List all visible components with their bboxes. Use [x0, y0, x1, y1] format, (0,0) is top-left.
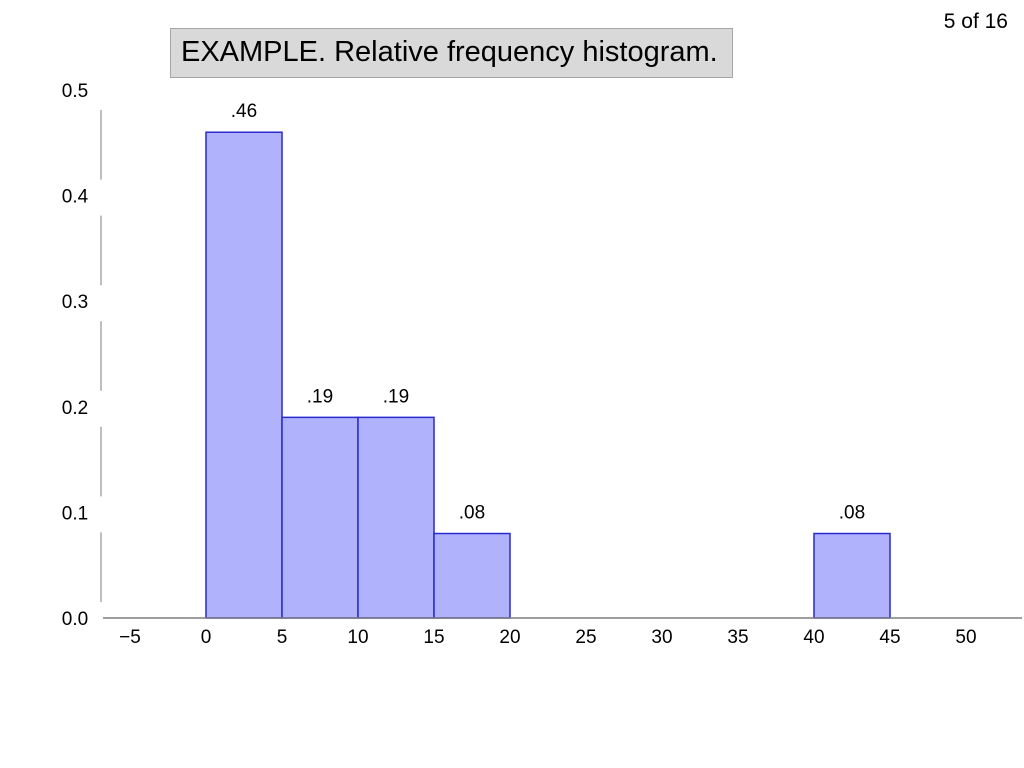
y-tick-label: 0.2 — [62, 398, 88, 419]
y-tick-label: 0.0 — [62, 609, 88, 630]
x-tick-label: 10 — [347, 627, 368, 648]
histogram-bar — [205, 131, 283, 619]
x-tick-label: 30 — [651, 627, 672, 648]
y-tick-label: 0.1 — [62, 503, 88, 524]
histogram-bar — [433, 532, 511, 619]
y-axis: 0.0 0.1 0.2 0.3 0.4 0.5 — [62, 81, 102, 630]
bar-value-label: .46 — [231, 101, 257, 122]
y-tick-label: 0.5 — [62, 81, 88, 102]
x-tick-label: 35 — [727, 627, 748, 648]
bar-value-label: .19 — [307, 386, 333, 407]
x-tick-label: 50 — [955, 627, 976, 648]
histogram-bar — [357, 416, 435, 619]
page-title: EXAMPLE. Relative frequency histogram. — [170, 28, 733, 78]
bars — [205, 131, 891, 619]
bar-value-label: .08 — [459, 503, 485, 524]
y-tick-label: 0.4 — [62, 187, 89, 208]
x-tick-label: 45 — [879, 627, 900, 648]
bar-value-label: .19 — [383, 386, 409, 407]
x-tick-label: 20 — [499, 627, 520, 648]
x-axis: −5 0 5 10 15 20 25 30 35 40 45 50 — [103, 617, 1022, 648]
bar-value-label: .08 — [839, 503, 865, 524]
x-tick-label: −5 — [119, 627, 141, 648]
y-tick-label: 0.3 — [62, 292, 88, 313]
x-tick-label: 40 — [803, 627, 824, 648]
slide-counter: 5 of 16 — [943, 10, 1008, 33]
histogram-bar — [813, 532, 891, 619]
histogram-bar — [281, 416, 359, 619]
x-tick-label: 0 — [201, 627, 212, 648]
x-tick-label: 25 — [575, 627, 596, 648]
value-labels: .46 .19 .19 .08 .08 — [231, 101, 865, 523]
x-tick-label: 15 — [423, 627, 444, 648]
x-tick-label: 5 — [277, 627, 288, 648]
